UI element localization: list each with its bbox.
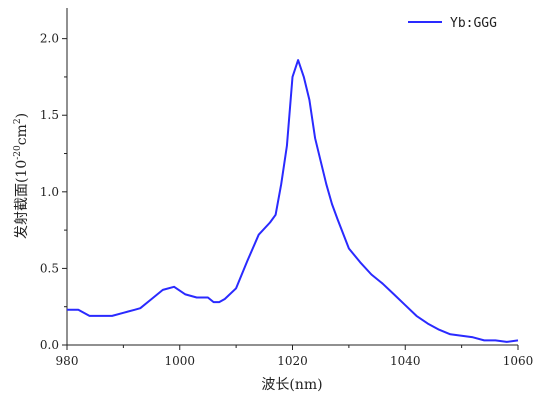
y-tick-label: 2.0: [40, 32, 59, 46]
x-tick-label: 1000: [164, 354, 195, 368]
y-axis-title-prefix: 发射截面(10: [14, 160, 30, 239]
legend-label: Yb:GGG: [450, 16, 497, 31]
y-axis-title-suffix: ): [14, 113, 30, 118]
y-axis-title: 发射截面(10-20cm2): [13, 113, 30, 239]
series-layer: [67, 59, 519, 343]
series-line-yb-ggg: [67, 59, 519, 343]
x-tick-label: 1020: [277, 354, 308, 368]
y-axis-title-exp2: 2: [13, 118, 23, 124]
x-tick-label: 980: [56, 354, 79, 368]
y-axis-title-mid: cm: [14, 124, 30, 145]
legend: Yb:GGG: [408, 16, 497, 31]
y-ticks: 0.0 0.5 1.0 1.5 2.0: [40, 32, 67, 352]
y-tick-label: 0.5: [40, 261, 59, 275]
y-tick-label: 1.5: [40, 108, 59, 122]
x-ticks: 980 1000 1020 1040 1060: [56, 345, 534, 368]
x-tick-label: 1040: [390, 354, 421, 368]
x-tick-label: 1060: [503, 354, 534, 368]
y-tick-label: 1.0: [40, 185, 59, 199]
y-axis-title-exp1: -20: [13, 145, 23, 160]
x-axis-title: 波长(nm): [261, 377, 322, 393]
y-tick-label: 0.0: [40, 338, 59, 352]
